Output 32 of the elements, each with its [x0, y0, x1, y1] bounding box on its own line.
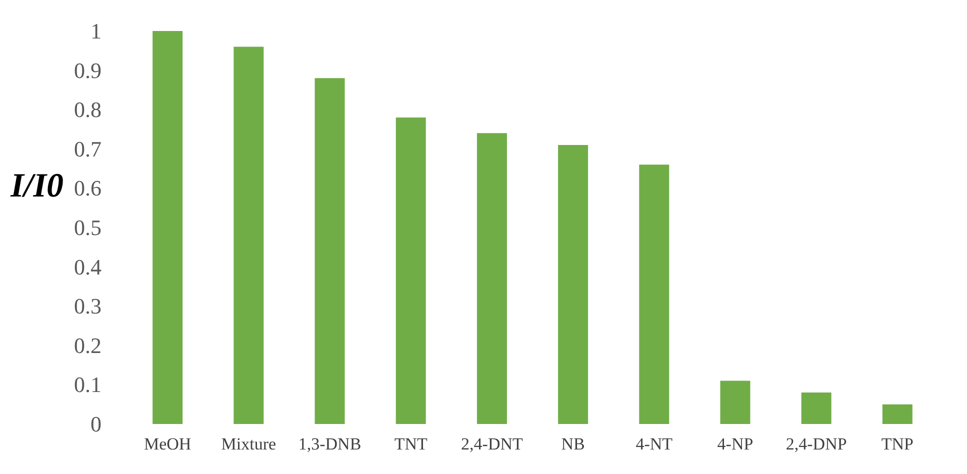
bar: [476, 133, 507, 424]
x-tick-label: 2,4-DNT: [461, 434, 524, 454]
x-tick-label: NB: [561, 434, 585, 454]
y-tick-label: 0.9: [74, 58, 102, 83]
y-tick-label: 0: [90, 412, 102, 436]
x-tick-label: 4-NP: [717, 434, 754, 454]
x-tick-label: Mixture: [221, 434, 276, 454]
bar: [396, 117, 426, 424]
y-axis-title: I/I0: [10, 168, 64, 204]
y-tick-label: 0.4: [74, 254, 102, 280]
y-tick-label: 0.5: [74, 215, 102, 240]
x-tick-label: 2,4-DNP: [786, 434, 847, 454]
x-tick-label: TNT: [394, 434, 428, 454]
bar: [152, 31, 183, 424]
bar: [882, 404, 912, 424]
y-tick-label: 0.8: [74, 97, 102, 122]
bar: [720, 380, 750, 424]
bar: [801, 392, 832, 424]
bar: [314, 78, 345, 424]
y-tick-label: 0.7: [74, 136, 102, 162]
x-tick-label: 4-NT: [636, 434, 674, 454]
bar: [639, 164, 670, 424]
x-tick-label: 1,3-DNB: [298, 434, 362, 454]
bar: [558, 144, 588, 424]
y-tick-label: 0.6: [74, 176, 102, 201]
y-tick-label: 1: [90, 18, 102, 44]
y-tick-label: 0.2: [74, 332, 102, 358]
y-tick-label: 0.1: [74, 372, 102, 398]
x-tick-label: MeOH: [144, 434, 192, 454]
x-tick-label: TNP: [881, 434, 914, 454]
bar: [234, 46, 264, 424]
y-tick-label: 0.3: [74, 294, 102, 319]
